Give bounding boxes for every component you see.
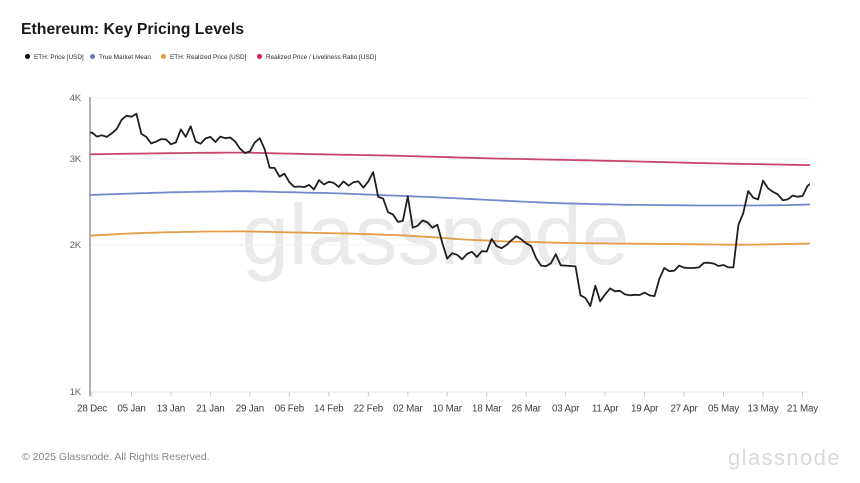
svg-text:21 Jan: 21 Jan — [196, 403, 224, 414]
svg-text:13 Jan: 13 Jan — [157, 403, 185, 414]
svg-text:02 Mar: 02 Mar — [393, 403, 423, 414]
svg-text:18 Mar: 18 Mar — [472, 403, 502, 414]
svg-text:21 May: 21 May — [787, 403, 818, 414]
svg-text:03 Apr: 03 Apr — [552, 403, 580, 414]
svg-text:3K: 3K — [70, 154, 82, 165]
svg-text:05 Jan: 05 Jan — [117, 403, 145, 414]
svg-text:14 Feb: 14 Feb — [314, 403, 344, 414]
svg-text:05 May: 05 May — [708, 403, 739, 414]
svg-text:28 Dec: 28 Dec — [77, 403, 107, 414]
svg-text:10 Mar: 10 Mar — [433, 403, 463, 414]
svg-text:22 Feb: 22 Feb — [354, 403, 384, 414]
svg-text:2K: 2K — [70, 240, 82, 251]
svg-text:11 Apr: 11 Apr — [592, 403, 619, 414]
svg-text:19 Apr: 19 Apr — [631, 403, 659, 414]
svg-text:29 Jan: 29 Jan — [236, 403, 264, 414]
svg-text:27 Apr: 27 Apr — [670, 403, 698, 414]
svg-text:06 Feb: 06 Feb — [275, 403, 305, 414]
svg-text:1K: 1K — [70, 387, 82, 398]
svg-text:4K: 4K — [70, 93, 82, 104]
svg-text:26 Mar: 26 Mar — [512, 403, 542, 414]
svg-text:13 May: 13 May — [748, 403, 779, 414]
